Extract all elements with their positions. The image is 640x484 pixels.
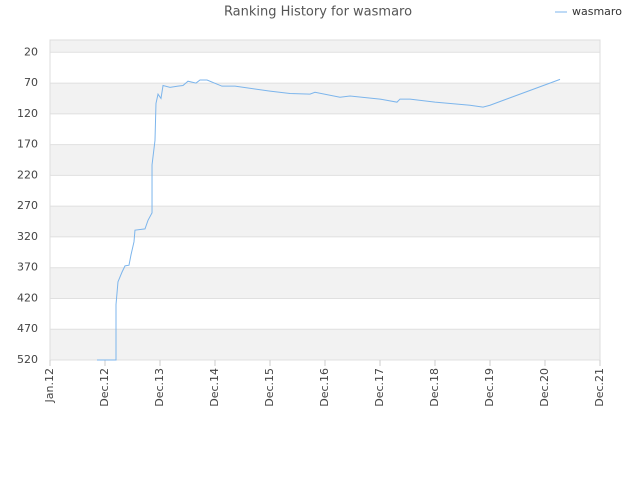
x-tick-label: Dec.16: [318, 368, 331, 407]
x-tick-label: Dec.14: [208, 368, 221, 407]
x-tick-label: Dec.15: [263, 368, 276, 407]
y-tick-label: 70: [24, 76, 38, 89]
y-tick-label: 20: [24, 45, 38, 58]
y-tick-label: 520: [17, 353, 38, 366]
plot-band: [50, 40, 600, 53]
plot-band: [50, 144, 600, 176]
y-tick-label: 170: [17, 138, 38, 151]
x-tick-label: Dec.12: [98, 368, 111, 407]
y-tick-label: 370: [17, 261, 38, 274]
chart-title: Ranking History for wasmaro: [224, 5, 412, 20]
plot-band: [50, 83, 600, 114]
y-tick-label: 420: [17, 291, 38, 304]
y-tick-label: 470: [17, 322, 38, 335]
line: [97, 78, 561, 361]
y-tick-label: 220: [17, 168, 38, 181]
x-tick-label: Jan.12: [43, 368, 56, 403]
plot-band: [50, 329, 600, 360]
x-tick-label: Dec.18: [428, 368, 441, 407]
plot-band: [50, 206, 600, 237]
x-tick-label: Dec.19: [483, 368, 496, 407]
x-tick-label: Dec.17: [373, 368, 386, 407]
y-tick-label: 120: [17, 107, 38, 120]
x-tick-label: Dec.13: [153, 368, 166, 407]
y-tick-label: 270: [17, 199, 38, 212]
x-tick-label: Dec.20: [538, 368, 551, 407]
plot-band: [50, 267, 600, 299]
y-tick-label: 320: [17, 230, 38, 243]
legend-label: wasmaro: [572, 5, 622, 18]
x-tick-label: Dec.21: [593, 368, 606, 407]
